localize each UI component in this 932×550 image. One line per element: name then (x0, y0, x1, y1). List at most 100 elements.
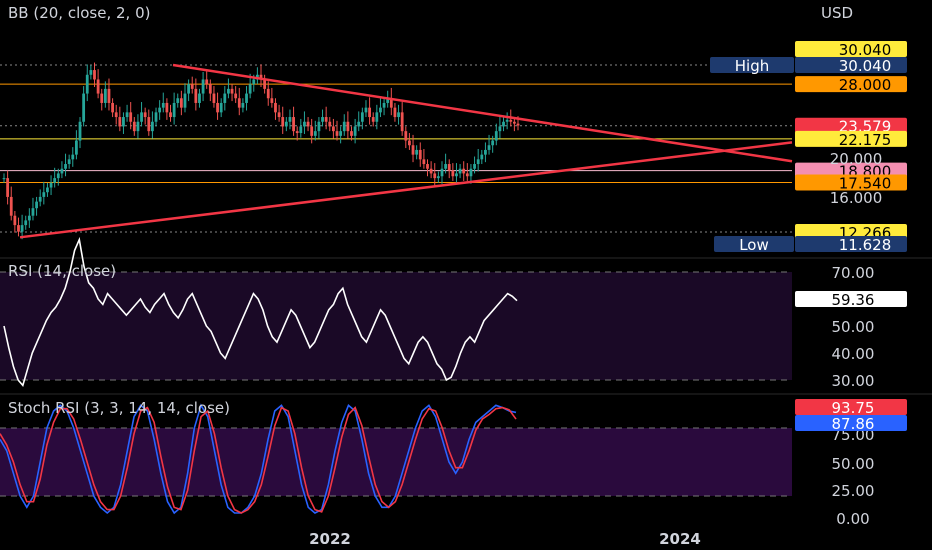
candle-body (447, 164, 451, 171)
candle-body (382, 102, 386, 108)
candle-body (299, 126, 303, 134)
candle-body (411, 145, 415, 155)
candle-body (31, 208, 35, 216)
candle-body (505, 119, 509, 122)
candle-body (49, 182, 53, 188)
candle-body (107, 88, 111, 103)
price-tick-0: 20.000 (830, 150, 883, 168)
rsi-series[interactable] (3, 236, 518, 388)
candle-body (375, 112, 379, 122)
candle-body (364, 107, 368, 113)
candle-body (114, 112, 118, 118)
candle-body (20, 225, 24, 232)
price-label-22-175: 22.175 (795, 130, 907, 149)
candle-body (469, 168, 473, 177)
rsi-current-bg (795, 291, 907, 307)
candlestick-series[interactable] (2, 62, 520, 240)
candle-body (9, 196, 13, 216)
candle-body (85, 74, 89, 94)
candle-body (360, 112, 364, 122)
candle-body (473, 164, 476, 169)
candle-body (277, 112, 281, 118)
candle-body (179, 98, 183, 108)
triangle-trendlines[interactable] (19, 63, 793, 239)
candle-body (223, 93, 227, 103)
candle-body (208, 84, 212, 94)
candle-body (82, 93, 86, 122)
candle-body (339, 131, 343, 136)
candle-body (379, 107, 382, 113)
candle-body (418, 149, 422, 160)
candle-body (516, 123, 520, 126)
candle-body (237, 98, 241, 108)
candle-body (263, 79, 267, 89)
stoch-k-badge-bg (795, 399, 907, 415)
candle-body (317, 121, 321, 132)
rsi-tick-1: 50.00 (832, 318, 875, 336)
candle-body (422, 159, 426, 165)
candle-body (132, 121, 136, 132)
low-value-text: 11.628 (839, 236, 892, 254)
candle-body (476, 159, 480, 165)
low-marker-label: Low (739, 236, 769, 254)
stoch-title[interactable]: Stoch RSI (3, 3, 14, 14, close) (8, 399, 230, 417)
currency-label[interactable]: USD (821, 4, 853, 22)
rsi-tick-3: 30.00 (832, 372, 875, 390)
candle-body (103, 88, 107, 103)
candle-body (512, 121, 516, 124)
candle-body (331, 126, 335, 132)
candle-body (143, 112, 147, 118)
candle-body (335, 131, 339, 136)
candle-body (408, 140, 411, 146)
candle-body (266, 88, 270, 99)
rsi-title[interactable]: RSI (14, close) (8, 262, 116, 280)
candle-body (313, 131, 317, 136)
stoch-tick-2: 25.00 (832, 482, 875, 500)
candle-body (274, 102, 277, 113)
candle-body (129, 112, 133, 122)
candle-body (183, 93, 187, 108)
candle-body (433, 173, 437, 179)
low-value-bg (795, 236, 907, 252)
candle-body (310, 126, 314, 136)
candle-body (462, 168, 466, 174)
candle-body (64, 164, 67, 169)
candle-body (350, 131, 353, 136)
candle-body (60, 168, 64, 174)
candle-body (89, 70, 93, 75)
candle-body (111, 102, 114, 113)
candle-body (270, 98, 274, 103)
candle-body (78, 121, 82, 141)
candle-body (100, 93, 104, 103)
high-value-bg (795, 57, 907, 73)
bb-indicator-title[interactable]: BB (20, close, 2, 0) (8, 4, 150, 22)
candle-body (17, 225, 20, 232)
candle-body (151, 121, 154, 132)
stoch-d-line (0, 406, 517, 514)
candle-body (212, 93, 216, 103)
candle-body (292, 117, 295, 132)
candle-body (234, 93, 238, 99)
candle-body (24, 220, 28, 226)
price-label-28-000-bg (795, 76, 907, 93)
candle-body (393, 107, 397, 118)
candle-body (6, 178, 10, 197)
stoch-tick-3: 0.00 (836, 510, 869, 528)
candle-body (295, 131, 299, 134)
candle-body (140, 112, 143, 122)
candle-body (451, 170, 455, 177)
candle-body (371, 117, 375, 122)
stoch-rsi-series[interactable] (0, 403, 517, 515)
candle-body (71, 154, 75, 160)
candle-body (465, 173, 469, 177)
price-label-17-540-bg (795, 174, 907, 191)
candle-body (259, 74, 263, 80)
price-label-28-000: 28.000 (795, 76, 907, 94)
candle-body (245, 93, 248, 103)
candle-body (415, 149, 419, 155)
candle-body (509, 119, 513, 122)
high-marker-bg (710, 57, 794, 73)
price-axis[interactable]: 30.04028.00023.57922.17518.80017.54012.2… (710, 41, 907, 528)
candle-body (400, 112, 404, 132)
